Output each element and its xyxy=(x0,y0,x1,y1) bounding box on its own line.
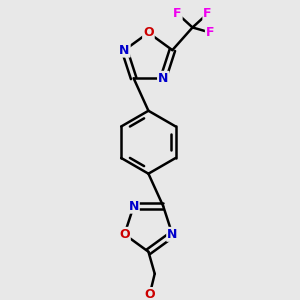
Text: O: O xyxy=(143,26,154,39)
Text: F: F xyxy=(173,7,182,20)
Text: F: F xyxy=(206,26,214,39)
Text: N: N xyxy=(167,228,178,241)
Text: N: N xyxy=(158,72,168,85)
Text: O: O xyxy=(144,288,155,300)
Text: N: N xyxy=(119,44,130,57)
Text: O: O xyxy=(119,228,130,241)
Text: F: F xyxy=(203,7,212,20)
Text: N: N xyxy=(128,200,139,213)
